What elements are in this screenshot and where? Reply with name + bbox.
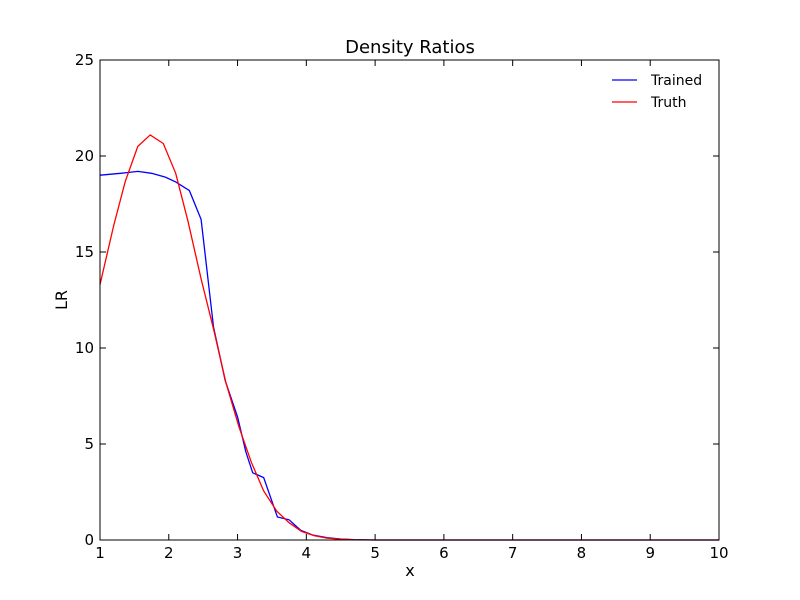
axis-ticks: 1 2 3 4 5 6 7 8 9 10 0 5 10 15 20 25 xyxy=(75,51,729,562)
x-tick-label: 10 xyxy=(709,544,728,562)
x-tick-label: 3 xyxy=(233,544,243,562)
x-tick-label: 8 xyxy=(577,544,587,562)
legend-label-trained: Trained xyxy=(650,73,702,89)
legend-label-truth: Truth xyxy=(650,95,687,111)
x-tick-label: 6 xyxy=(439,544,449,562)
y-tick-label: 0 xyxy=(84,531,94,549)
y-tick-label: 10 xyxy=(75,339,94,357)
y-tick-label: 15 xyxy=(75,243,94,261)
x-tick-label: 5 xyxy=(370,544,380,562)
legend: Trained Truth xyxy=(612,73,702,111)
x-tick-label: 7 xyxy=(508,544,518,562)
x-tick-label: 2 xyxy=(164,544,174,562)
x-tick-label: 1 xyxy=(95,544,105,562)
x-tick-label: 9 xyxy=(645,544,655,562)
y-tick-label: 5 xyxy=(84,435,94,453)
x-axis-label: x xyxy=(405,561,414,580)
chart-title: Density Ratios xyxy=(345,37,475,58)
y-axis-label: LR xyxy=(52,290,71,310)
y-tick-label: 25 xyxy=(75,51,94,69)
plot-frame xyxy=(99,59,720,541)
x-tick-label: 4 xyxy=(302,544,312,562)
y-tick-label: 20 xyxy=(75,147,94,165)
